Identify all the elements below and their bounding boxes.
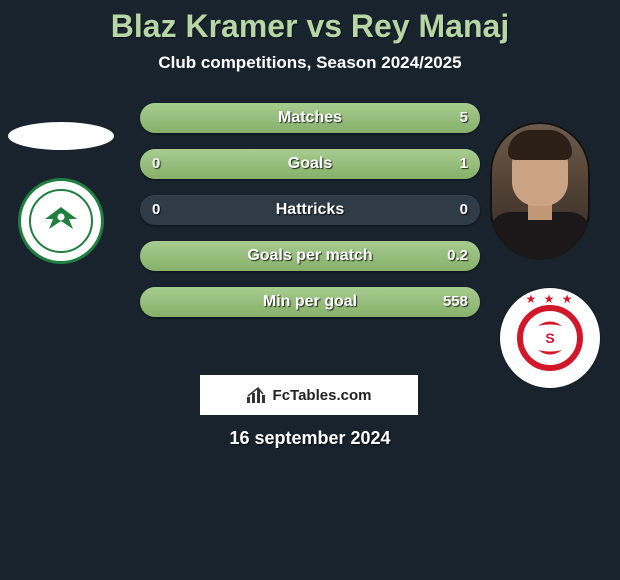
eagle-icon [39,203,83,240]
svg-text:S: S [545,330,554,346]
stat-bars: 5Matches 01Goals 00Hattricks 0.2Goals per m… [140,103,480,333]
stat-label: Matches [140,103,480,133]
stat-label: Min per goal [140,287,480,317]
stat-row: 01Goals [140,149,480,179]
club-monogram-icon: S [530,318,570,358]
right-player-avatar [490,122,590,260]
page-title: Blaz Kramer vs Rey Manaj [0,0,620,45]
promo-text: FcTables.com [273,387,372,404]
stat-label: Hattricks [140,195,480,225]
right-club-badge: ★ ★ ★ S [500,288,600,388]
stat-label: Goals [140,149,480,179]
page-subtitle: Club competitions, Season 2024/2025 [0,53,620,73]
avatar-hair [508,130,572,160]
stat-label: Goals per match [140,241,480,271]
stat-row: 0.2Goals per match [140,241,480,271]
stat-row: 00Hattricks [140,195,480,225]
stat-row: 558Min per goal [140,287,480,317]
left-club-badge-inner [29,189,93,253]
badge-stars: ★ ★ ★ [526,292,575,306]
left-club-badge [18,178,104,264]
stat-row: 5Matches [140,103,480,133]
promo-box: FcTables.com [200,375,418,415]
left-player-avatar [8,122,114,150]
date-text: 16 september 2024 [0,428,620,449]
right-club-badge-inner: S [517,305,583,371]
bars-icon [247,387,267,403]
